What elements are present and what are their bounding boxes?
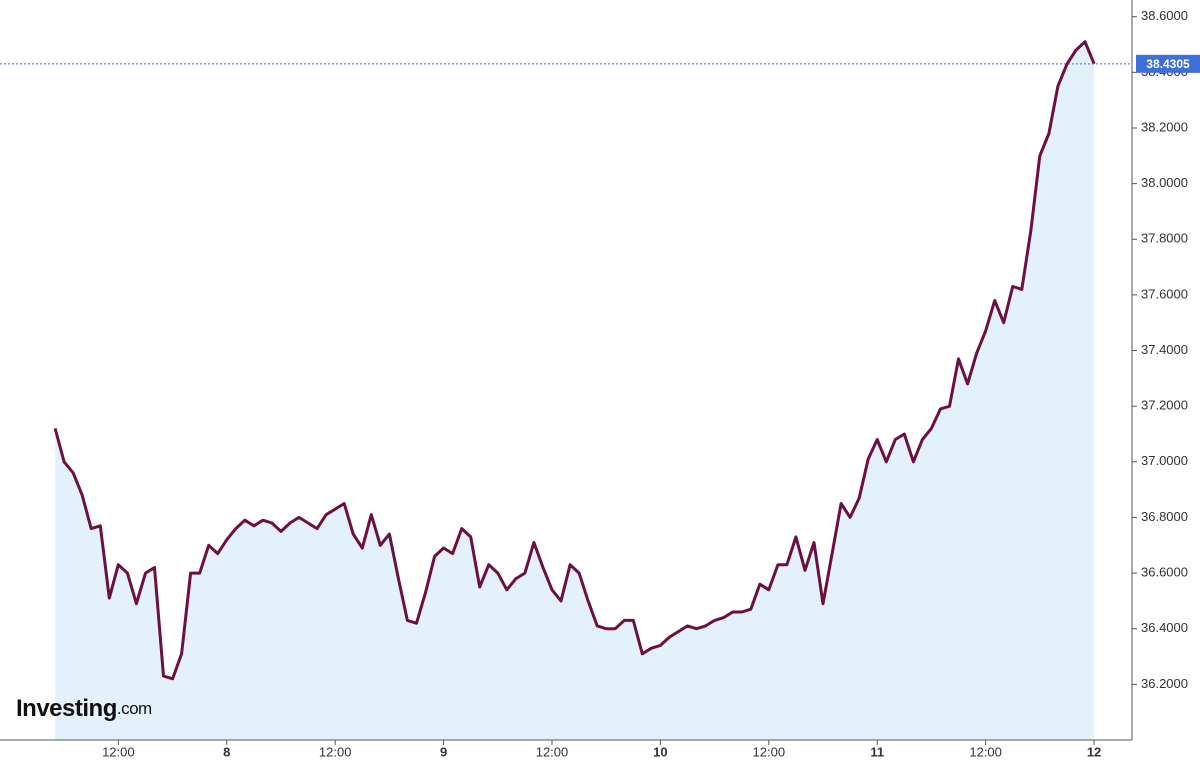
- x-tick-label: 12:00: [319, 744, 352, 759]
- current-price-badge: [1136, 54, 1200, 73]
- y-tick-label: 38.2000: [1141, 119, 1188, 134]
- logo-suffix: .com: [117, 699, 152, 718]
- x-tick-label: 10: [653, 744, 667, 759]
- y-tick-label: 36.4000: [1141, 620, 1188, 635]
- y-tick-label: 36.8000: [1141, 509, 1188, 524]
- logo-name: Investing: [16, 695, 117, 722]
- x-tick-label: 12:00: [102, 744, 135, 759]
- y-tick-label: 37.6000: [1141, 286, 1188, 301]
- price-line: [53, 40, 1096, 681]
- x-tick-label: 12:00: [536, 744, 569, 759]
- x-tick-label: 8: [223, 744, 230, 759]
- y-tick-label: 37.2000: [1141, 398, 1188, 413]
- y-tick-label: 37.0000: [1141, 453, 1188, 468]
- y-tick-label: 36.2000: [1141, 676, 1188, 691]
- current-price-label: 38.4305: [1146, 57, 1190, 71]
- logo: Investing.com: [16, 695, 152, 722]
- y-tick-label: 37.4000: [1141, 342, 1188, 357]
- x-tick-label: 12:00: [753, 744, 786, 759]
- y-tick-label: 37.8000: [1141, 231, 1188, 246]
- x-tick-label: 9: [440, 744, 447, 759]
- x-tick-label: 11: [870, 744, 884, 759]
- y-tick-label: 38.0000: [1141, 175, 1188, 190]
- area-fill: [55, 41, 1095, 740]
- x-tick-label: 12:00: [969, 744, 1002, 759]
- y-tick-label: 38.6000: [1141, 8, 1188, 23]
- y-tick-label: 36.6000: [1141, 565, 1188, 580]
- x-tick-label: 12: [1087, 744, 1101, 759]
